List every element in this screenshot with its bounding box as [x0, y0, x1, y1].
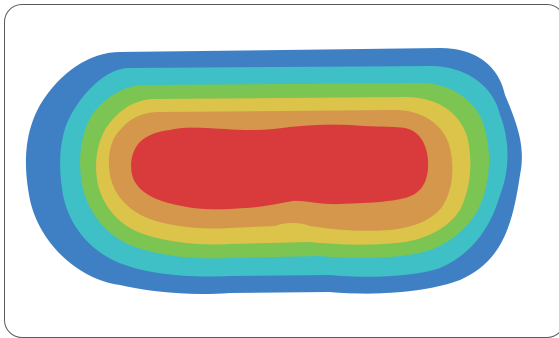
- contour-band-6: [131, 124, 429, 210]
